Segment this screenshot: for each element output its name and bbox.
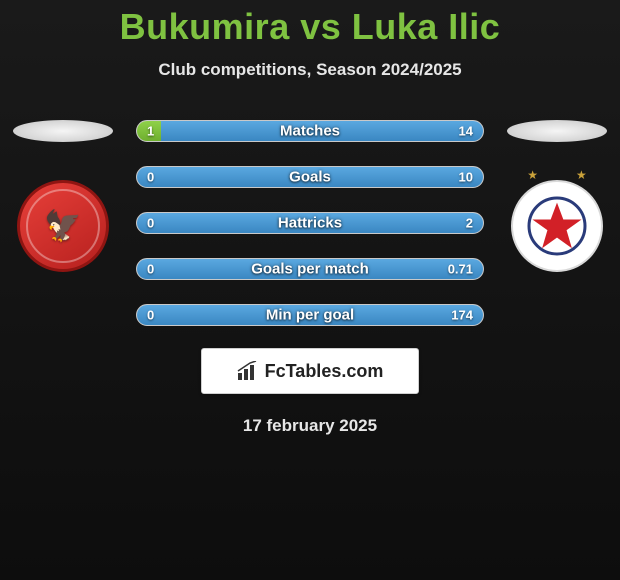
stat-fill-right [137, 167, 483, 187]
player-shadow-right [507, 120, 607, 142]
infographic-root: Bukumira vs Luka Ilic Club competitions,… [0, 0, 620, 436]
stat-fill-right [137, 213, 483, 233]
stat-fill-right [161, 121, 483, 141]
stat-bar-goals: 0 Goals 10 [136, 166, 484, 188]
team-crest-right: ★★ [511, 180, 603, 272]
stat-fill-right [137, 259, 483, 279]
stats-column: 1 Matches 14 0 Goals 10 0 Hattricks 2 [136, 118, 484, 326]
stars-icon: ★★ [527, 168, 587, 182]
branding-text: FcTables.com [265, 361, 384, 382]
left-team-col: 🦅 [8, 118, 118, 272]
page-subtitle: Club competitions, Season 2024/2025 [158, 60, 461, 80]
red-star-icon [527, 196, 587, 256]
stat-fill-left [137, 121, 161, 141]
right-team-col: ★★ [502, 118, 612, 272]
stat-bar-min-per-goal: 0 Min per goal 174 [136, 304, 484, 326]
chart-icon [237, 361, 259, 381]
stat-bar-goals-per-match: 0 Goals per match 0.71 [136, 258, 484, 280]
player-shadow-left [13, 120, 113, 142]
stat-fill-right [137, 305, 483, 325]
page-title: Bukumira vs Luka Ilic [120, 6, 501, 48]
branding-badge: FcTables.com [201, 348, 419, 394]
team-crest-left: 🦅 [17, 180, 109, 272]
stat-bar-hattricks: 0 Hattricks 2 [136, 212, 484, 234]
date-text: 17 february 2025 [243, 416, 377, 436]
stat-bar-matches: 1 Matches 14 [136, 120, 484, 142]
eagle-icon: 🦅 [44, 209, 81, 244]
main-row: 🦅 1 Matches 14 0 Goals 10 0 [0, 118, 620, 326]
